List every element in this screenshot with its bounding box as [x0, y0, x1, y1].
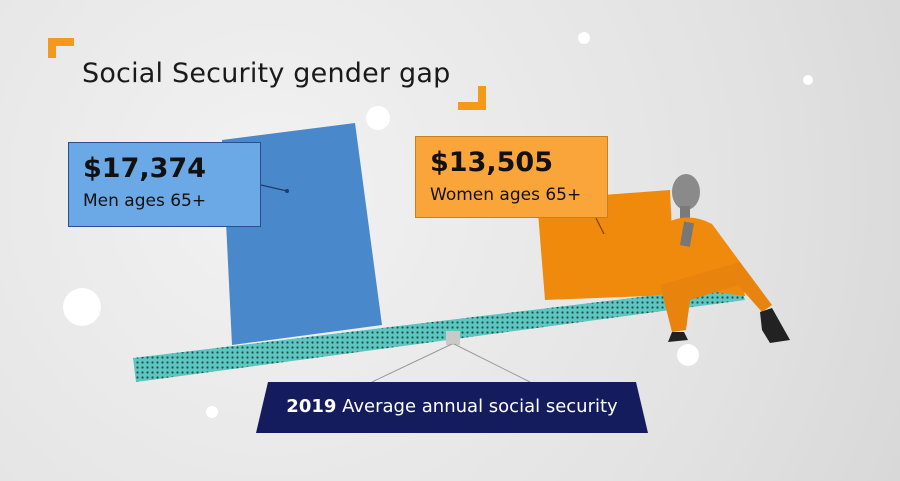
seesaw-beam [133, 285, 745, 382]
men-amount: $17,374 [83, 153, 206, 184]
fulcrum-block [446, 331, 460, 345]
seated-woman-illustration [660, 174, 790, 343]
women-amount: $13,505 [430, 147, 553, 178]
decor-dot [578, 32, 590, 44]
men-category: Men ages 65+ [83, 191, 207, 211]
women-value-label: $13,505 Women ages 65+ [415, 136, 608, 218]
banner-year: 2019 [286, 396, 337, 417]
decor-dot [803, 75, 813, 85]
bar-men [222, 123, 382, 345]
women-category: Women ages 65+ [430, 185, 582, 205]
leader-dot [285, 189, 289, 193]
decor-dot [206, 406, 218, 418]
page-title: Social Security gender gap [82, 58, 451, 89]
decor-dot [63, 288, 101, 326]
leader-line [260, 184, 288, 192]
hanger-line [453, 343, 531, 383]
corner-bracket-icon [458, 86, 486, 110]
banner-text: Average annual social security [342, 396, 618, 417]
men-value-label: $17,374 Men ages 65+ [68, 142, 261, 227]
corner-bracket-icon [48, 38, 74, 58]
subtitle-banner: 2019 Average annual social security [256, 382, 648, 433]
leader-line [595, 217, 605, 235]
banner-shape [256, 382, 648, 433]
decor-dot [677, 344, 699, 366]
hanger-line [371, 343, 453, 383]
decor-dot [366, 106, 390, 130]
